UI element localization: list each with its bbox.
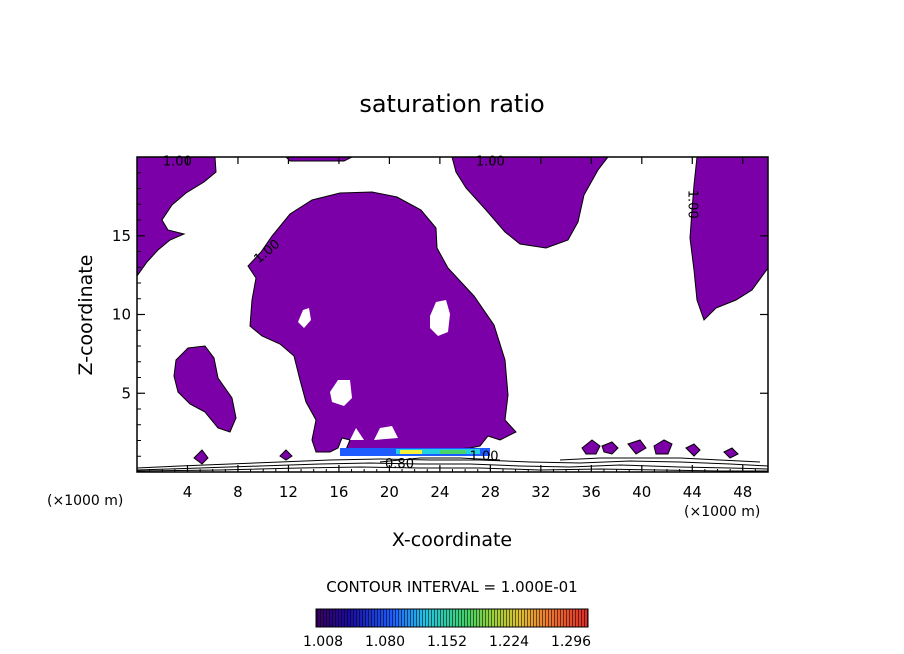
- contour-label: 1.00: [163, 155, 192, 170]
- x-tick-label: 48: [733, 483, 752, 501]
- colorbar: [315, 608, 589, 628]
- hole-3: [330, 380, 352, 406]
- contour-field: [137, 157, 768, 472]
- x-tick-label: 36: [582, 483, 601, 501]
- x-tick-label: 24: [430, 483, 449, 501]
- x-axis: 4 8 12 16 20 24 28 32 36 40 44 48: [149, 157, 756, 501]
- supersat-region-left: [173, 345, 237, 433]
- x-tick-label: 12: [279, 483, 298, 501]
- x-unit-label: (×1000 m): [47, 493, 123, 509]
- x-tick-label: 20: [380, 483, 399, 501]
- x-axis-title: X-coordinate: [392, 529, 512, 551]
- x-tick-label: 40: [632, 483, 651, 501]
- colorbar-tick-label: 1.296: [551, 634, 591, 650]
- colorbar-tick-label: 1.152: [427, 634, 467, 650]
- x-tick-label: 16: [329, 483, 348, 501]
- y-tick-label: 15: [112, 227, 131, 245]
- y-tick-label: 5: [121, 384, 131, 402]
- supersat-region-topright: [689, 157, 768, 321]
- colored-band-cyan: [396, 449, 480, 454]
- hole-4: [350, 428, 364, 440]
- x-tick-label: 28: [481, 483, 500, 501]
- y-tick-label: 10: [112, 306, 131, 324]
- x-tick-label: 8: [233, 483, 243, 501]
- y-axis-title: Z-coordinate: [75, 255, 97, 376]
- colored-band-yellow: [400, 450, 422, 454]
- supersat-region-topleft: [137, 157, 217, 277]
- contour-interval-text: CONTOUR INTERVAL = 1.000E-01: [326, 578, 577, 596]
- x-tick-label: 4: [183, 483, 193, 501]
- colorbar-tick-labels: 1.008 1.080 1.152 1.224 1.296: [303, 634, 591, 650]
- contour-label: 0.80: [385, 457, 414, 472]
- colorbar-tick-label: 1.008: [303, 634, 343, 650]
- contour-label: 1.00: [470, 449, 499, 464]
- hole-2: [430, 300, 450, 336]
- supersat-region-topmid: [451, 157, 609, 249]
- colored-band-green: [440, 450, 466, 454]
- x-tick-label: 44: [683, 483, 702, 501]
- colorbar-tick-label: 1.080: [365, 634, 405, 650]
- colorbar-tick-label: 1.224: [489, 634, 529, 650]
- chart-title: saturation ratio: [359, 90, 544, 118]
- supersat-region-main: [247, 191, 517, 455]
- y-unit-label: (×1000 m): [684, 504, 760, 520]
- contour-label: 1.00: [684, 190, 699, 219]
- y-axis: 5 10 15: [112, 172, 768, 457]
- hole-5: [374, 426, 398, 440]
- x-tick-label: 32: [531, 483, 550, 501]
- hole-1: [298, 308, 311, 328]
